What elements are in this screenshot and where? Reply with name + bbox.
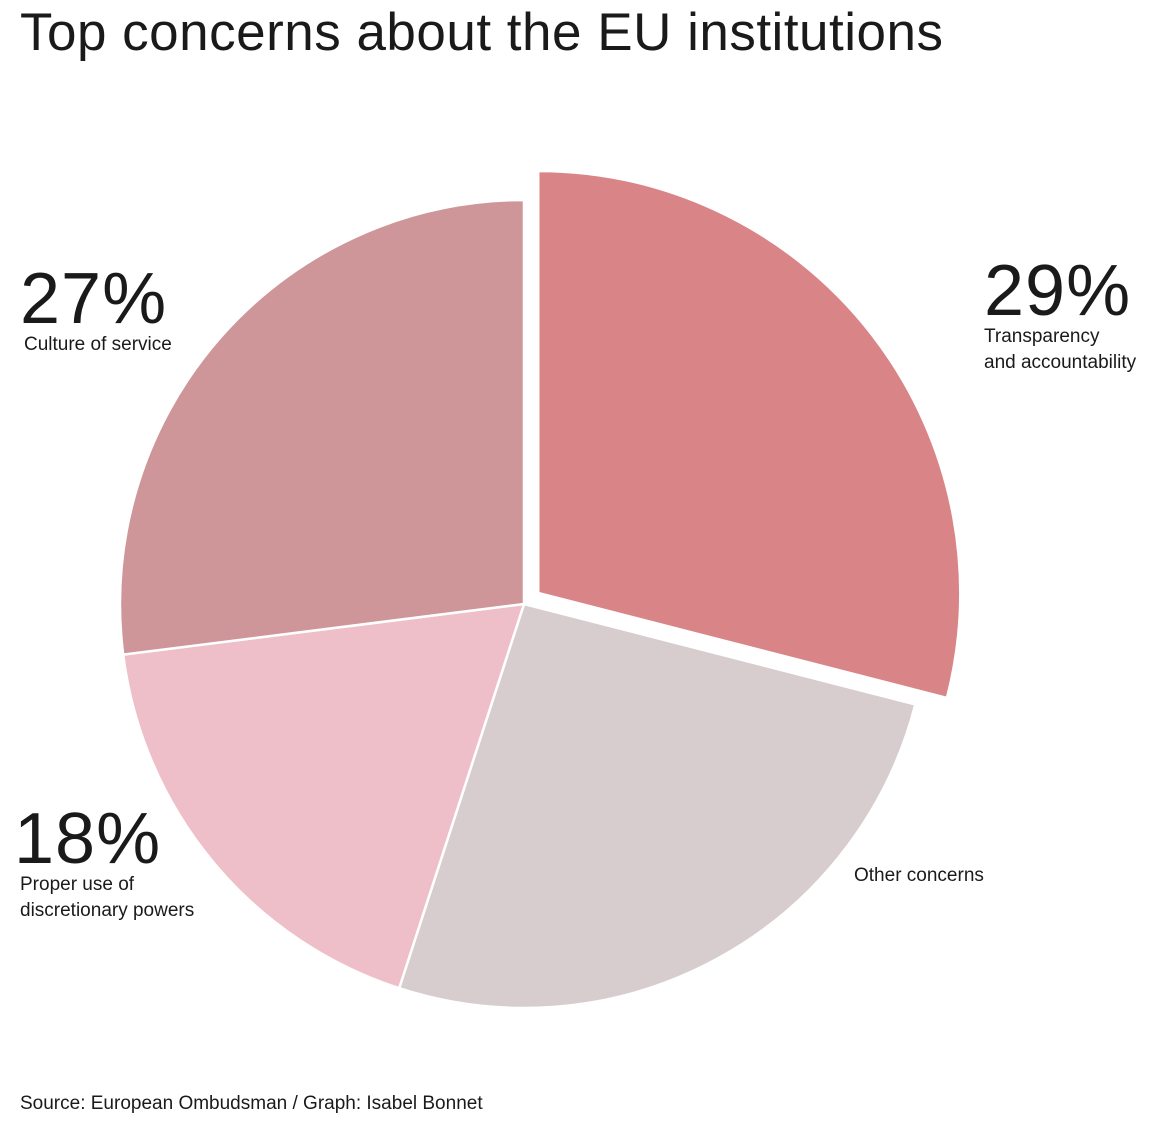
pie-slice-transparency-and-accountability	[536, 169, 962, 700]
pie-slice-proper-use-of-discretionary-powers	[121, 602, 526, 990]
slice-name-other: Other concerns	[854, 865, 984, 886]
slice-label-transparency: 29% Transparency and accountability	[984, 251, 1137, 376]
source-note: Source: European Ombudsman / Graph: Isab…	[20, 1093, 483, 1114]
slice-name-culture: Culture of service	[24, 334, 172, 355]
slice-label-culture: 27% Culture of service	[20, 259, 172, 358]
slice-value-transparency: 29%	[984, 251, 1132, 331]
slice-label-proper-use: 18% Proper use of discretionary powers	[14, 799, 195, 924]
slice-label-other: Other concerns	[854, 863, 984, 889]
pie-slices	[118, 169, 962, 1010]
slice-value-proper-use: 18%	[14, 799, 162, 879]
slice-name-proper-use-line2: discretionary powers	[20, 900, 195, 921]
slice-name-transparency-line2: and accountability	[984, 352, 1137, 373]
pie-slice-culture-of-service	[118, 198, 526, 656]
slice-value-culture: 27%	[20, 259, 168, 339]
slice-name-proper-use-line1: Proper use of	[20, 874, 135, 895]
chart-title: Top concerns about the EU institutions	[20, 3, 944, 62]
slice-name-transparency-line1: Transparency	[984, 326, 1100, 347]
pie-slice-other-concerns	[397, 602, 917, 1010]
